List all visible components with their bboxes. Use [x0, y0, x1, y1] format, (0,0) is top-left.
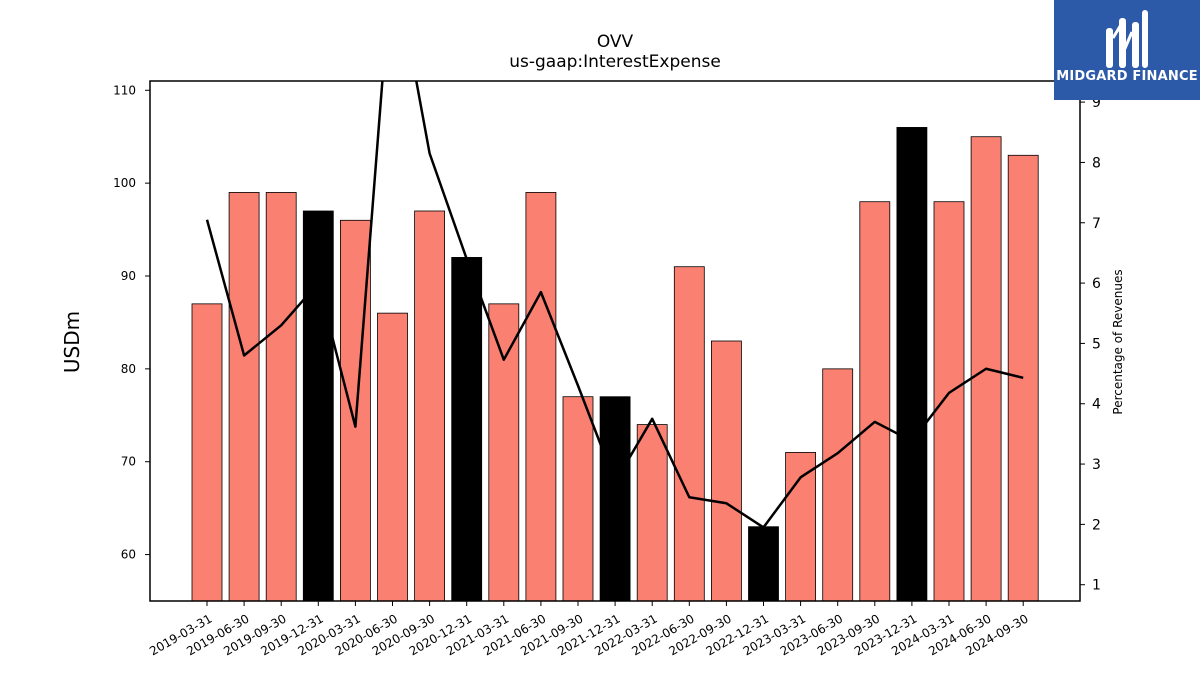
- y-tick-label: 70: [121, 455, 136, 469]
- y2-tick-label: 1: [1092, 578, 1101, 594]
- chart-subtitle: us-gaap:InterestExpense: [509, 52, 721, 72]
- y-tick-label: 60: [121, 548, 136, 562]
- bar-2020-06-30: [377, 312, 408, 601]
- line-series: [205, 81, 1024, 529]
- percentage-line: [205, 81, 1024, 529]
- x-axis: 2019-03-312019-06-302019-09-302019-12-31…: [147, 601, 1031, 658]
- bar-2020-12-31: [451, 257, 483, 601]
- y-tick-label: 80: [121, 362, 136, 376]
- y2-tick-label: 5: [1092, 336, 1101, 352]
- bar-2019-06-30: [228, 192, 260, 601]
- y2-tick-label: 4: [1092, 397, 1101, 413]
- right-axis: 1 2 3 4 5 6 7 8 9: [1080, 95, 1101, 594]
- chart-title: OVV: [596, 32, 634, 52]
- y2-tick-label: 9: [1092, 95, 1101, 111]
- bar-2019-09-30: [265, 192, 297, 601]
- bar-2021-09-30: [562, 396, 594, 601]
- left-axis: 60 70 80 90 100 110: [113, 83, 150, 562]
- y2-tick-label: 3: [1092, 457, 1101, 473]
- y2-tick-label: 8: [1092, 155, 1101, 171]
- bar-2023-06-30: [822, 368, 854, 601]
- bar-2021-03-31: [488, 303, 520, 601]
- bar-2021-06-30: [525, 192, 557, 601]
- bar-2023-12-31: [896, 127, 928, 601]
- y2-tick-label: 7: [1092, 216, 1101, 232]
- y-tick-label: 90: [121, 269, 136, 283]
- bar-2022-09-30: [711, 340, 742, 601]
- bar-2024-03-31: [933, 201, 965, 601]
- bar-2024-09-30: [1007, 154, 1039, 601]
- bar-2019-03-31: [191, 303, 223, 601]
- bar-series: [191, 127, 1039, 601]
- y2-tick-label: 6: [1092, 276, 1101, 292]
- y2-tick-label: 2: [1092, 517, 1101, 533]
- logo-mark-icon: [1106, 10, 1148, 68]
- bar-2022-06-30: [673, 266, 705, 601]
- brand-logo: MIDGARD FINANCE: [1054, 0, 1200, 100]
- y-axis-label: USDm: [60, 310, 84, 374]
- bar-2023-09-30: [859, 201, 891, 601]
- y2-axis-label: Percentage of Revenues: [1111, 269, 1125, 415]
- bar-2019-12-31: [302, 210, 334, 601]
- y-tick-label: 110: [113, 83, 136, 97]
- y-tick-label: 100: [113, 176, 136, 190]
- bar-2020-09-30: [414, 210, 446, 601]
- brand-name: MIDGARD FINANCE: [1056, 69, 1198, 84]
- bar-2022-12-31: [748, 526, 779, 601]
- bar-2021-12-31: [599, 396, 631, 601]
- bar-2022-03-31: [636, 424, 668, 601]
- bar-2023-03-31: [785, 452, 816, 601]
